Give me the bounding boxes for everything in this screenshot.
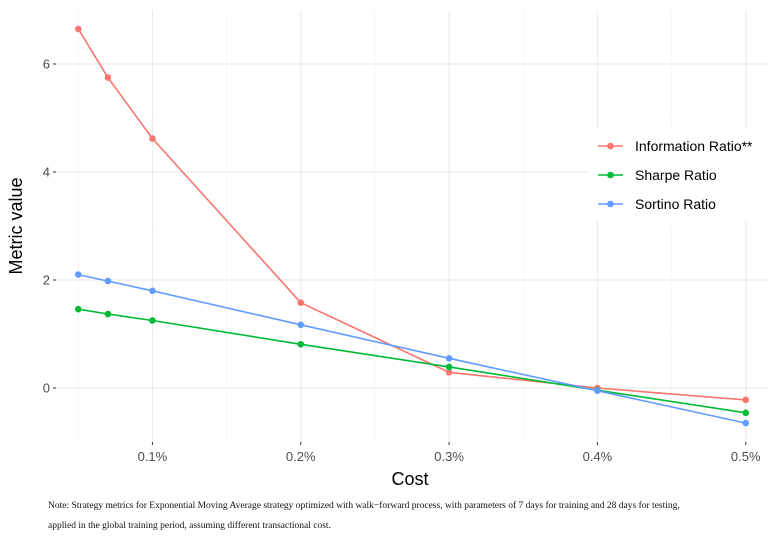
x-axis-title: Cost [391, 469, 428, 489]
data-point [297, 299, 305, 306]
data-point [742, 419, 750, 427]
data-point [445, 369, 453, 376]
y-tick-label: 2 [43, 273, 50, 288]
y-axis-ticks: 0 2 4 6 [43, 57, 56, 396]
y-tick-label: 4 [43, 165, 50, 180]
data-point [445, 363, 453, 371]
x-tick-label: 0.5% [731, 449, 761, 464]
data-point [742, 409, 750, 417]
x-tick-label: 0.4% [583, 449, 613, 464]
data-point [297, 340, 305, 348]
series-2 [74, 271, 750, 427]
data-point [594, 387, 601, 395]
x-tick-label: 0.2% [286, 449, 316, 464]
data-point [149, 317, 156, 324]
series-layer [74, 25, 750, 427]
y-axis-title: Metric value [6, 177, 26, 274]
data-point [74, 25, 82, 33]
data-point [297, 321, 305, 329]
legend-label: Sharpe Ratio [635, 167, 717, 183]
legend-key-point [607, 171, 614, 179]
data-point [149, 287, 156, 295]
data-point [742, 396, 750, 404]
minor-gridlines [56, 10, 768, 442]
legend-item: Sortino Ratio [598, 196, 716, 212]
data-point [445, 355, 453, 362]
data-point [149, 135, 156, 142]
chart-note-line-2: applied in the global training period, a… [48, 521, 331, 531]
y-tick-label: 6 [43, 57, 50, 72]
x-axis-ticks: 0.1% 0.2% 0.3% 0.4% 0.5% [138, 442, 761, 464]
data-point [104, 310, 112, 318]
legend-key-point [607, 200, 614, 208]
y-tick-label: 0 [43, 381, 50, 396]
legend-item: Sharpe Ratio [598, 167, 717, 183]
data-point [104, 74, 112, 81]
data-point [74, 271, 82, 278]
legend: Information Ratio** Sharpe Ratio Sortino R… [588, 128, 770, 220]
chart-note-line-1: Note: Strategy metrics for Exponential M… [48, 501, 680, 511]
x-tick-label: 0.3% [434, 449, 464, 464]
data-point [74, 305, 82, 313]
legend-item: Information Ratio** [598, 138, 753, 154]
legend-label: Sortino Ratio [635, 196, 716, 212]
legend-label: Information Ratio** [635, 138, 753, 154]
data-point [104, 277, 112, 285]
legend-key-point [607, 142, 614, 150]
x-tick-label: 0.1% [138, 449, 168, 464]
